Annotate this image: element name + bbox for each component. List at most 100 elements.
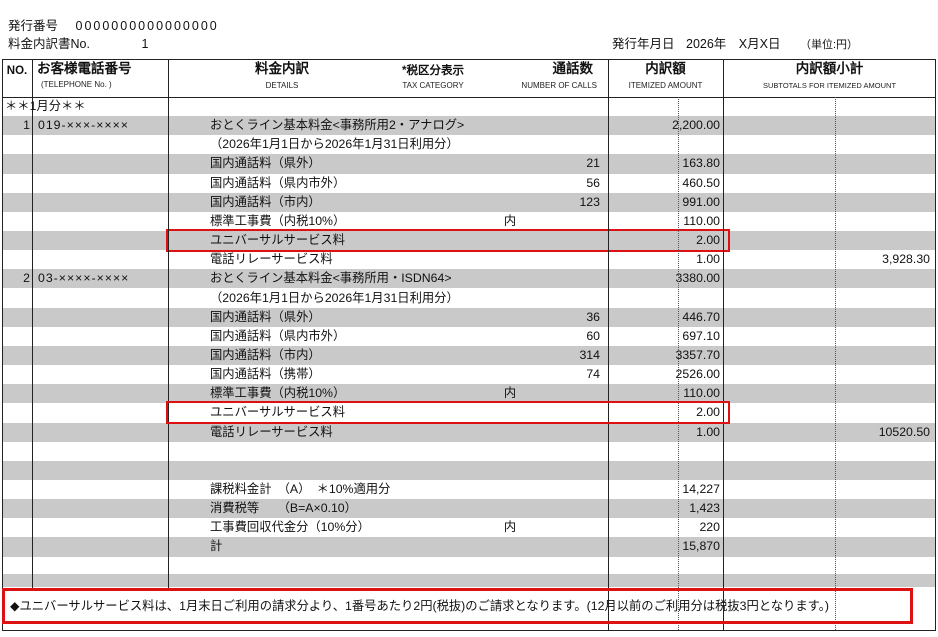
cell-amount: 14,227 (682, 482, 720, 496)
cell-label: ＊＊1月分＊＊ (5, 99, 86, 113)
cell-amount: 697.10 (682, 328, 720, 343)
cell-label: 国内通話料（県外） (210, 309, 321, 324)
table-row: ＊＊1月分＊＊ (2, 97, 936, 116)
cell-label: 計 (210, 539, 223, 554)
table-row: ユニバーサルサービス料 2.00 (2, 229, 936, 253)
cell-label: 国内通話料（県内市外） (210, 328, 346, 343)
cell-amount: 1,423 (689, 501, 720, 516)
header-no: NO. (6, 65, 28, 77)
table-row: （2026年1月1日から2026年1月31日利用分） (2, 289, 936, 308)
table-row: 電話リレーサービス料 1.00 3,928.30 (2, 250, 936, 269)
table-row: 国内通話料（携帯） 74 2526.00 (2, 365, 936, 384)
table-top-border (2, 59, 936, 60)
cell-amount: 3380.00 (675, 271, 720, 286)
dotted-divider-subtotal (835, 97, 836, 630)
cell-amount: 991.00 (682, 194, 720, 209)
cell-label: 工事費回収代金分（10%分） (210, 520, 370, 535)
table-row: 国内通話料（県外） 36 446.70 (2, 307, 936, 327)
cell-calls: 74 (586, 367, 600, 382)
issue-number-line: 発行番号 0000000000000000 (8, 19, 219, 34)
cell-tax: 内 (503, 386, 517, 401)
cell-amount: 1.00 (696, 252, 720, 267)
cell-amount: 15,870 (682, 539, 720, 554)
cell-label: おとくライン基本料金<事務所用2・アナログ> (210, 118, 465, 133)
cell-label: 国内通話料（県外） (210, 156, 321, 171)
header-amount-jp: 内訳額 (645, 61, 686, 76)
header-calls-en: NUMBER OF CALLS (521, 81, 597, 90)
table-row: 2 03-××××-×××× おとくライン基本料金<事務所用・ISDN64> 3380… (2, 269, 936, 289)
universal-service-footnote-box: ◆ユニバーサルサービス料は、1月末日ご利用の請求分より、1番号あたり2円(税抜)… (2, 588, 913, 624)
issue-date-value: 2026年 X月X日 (686, 37, 781, 51)
cell-amount: 220 (699, 520, 720, 535)
header-phone-en: (TELEPHONE No. ) (41, 80, 112, 89)
header-details-en: DETAILS (265, 81, 299, 90)
cell-label: 電話リレーサービス料 (210, 424, 333, 439)
unit-label: （単位:円） (799, 39, 859, 51)
cell-label: （2026年1月1日から2026年1月31日利用分） (210, 290, 459, 305)
column-divider-phone (168, 59, 169, 588)
cell-label: 消費税等 （B=A×0.10） (210, 501, 357, 516)
table-row: 電話リレーサービス料 1.00 10520.50 (2, 422, 936, 442)
table-bottom-border (2, 630, 936, 631)
table-row: 1 019-×××-×××× おとくライン基本料金<事務所用2・アナログ> 2,200… (2, 116, 936, 136)
cell-phone: 03-××××-×××× (38, 271, 130, 286)
table-row: 国内通話料（市内） 123 991.00 (2, 192, 936, 212)
cell-label: 電話リレーサービス料 (210, 252, 333, 267)
table-row: 国内通話料（県内市外） 56 460.50 (2, 174, 936, 193)
cell-label: 国内通話料（市内） (210, 194, 321, 209)
issue-date-line: 発行年月日 2026年 X月X日 （単位:円） (612, 37, 858, 53)
header-bottom-border (2, 97, 936, 98)
cell-label: 国内通話料（市内） (210, 347, 321, 362)
cell-phone: 019-×××-×××× (38, 118, 129, 133)
cell-label: ユニバーサルサービス料 (210, 405, 346, 420)
issue-number-value: 0000000000000000 (75, 19, 219, 33)
cell-label: （2026年1月1日から2026年1月31日利用分） (210, 137, 459, 152)
dotted-divider-amount (678, 97, 679, 630)
table-row: 標準工事費（内税10%） 内 110.00 (2, 212, 936, 231)
table-left-border (2, 59, 3, 630)
column-divider-calls (608, 59, 609, 630)
table-row (2, 460, 936, 480)
column-divider-amount (723, 59, 724, 630)
cell-subtotal: 3,928.30 (882, 252, 930, 267)
cell-calls: 60 (586, 328, 600, 343)
highlight-red-box (166, 229, 730, 253)
header-phone-jp: お客様電話番号 (37, 61, 132, 76)
universal-service-footnote-text: ◆ユニバーサルサービス料は、1月末日ご利用の請求分より、1番号あたり2円(税抜)… (10, 599, 829, 613)
highlight-red-box (166, 401, 730, 425)
cell-label: 国内通話料（携帯） (210, 367, 321, 382)
cell-calls: 36 (586, 309, 600, 324)
cell-tax: 内 (503, 213, 517, 228)
cell-amount: 446.70 (682, 309, 720, 324)
header-details-jp: 料金内訳 (255, 61, 309, 76)
header-tax-en: TAX CATEGORY (402, 81, 464, 90)
cell-amount: 110.00 (683, 213, 720, 228)
cell-amount: 460.50 (682, 175, 720, 190)
cell-calls: 123 (579, 194, 600, 209)
cell-amount: 110.00 (683, 386, 720, 401)
cell-amount: 163.80 (682, 156, 720, 171)
table-row: 標準工事費（内税10%） 内 110.00 (2, 384, 936, 404)
cell-calls: 56 (586, 175, 600, 190)
breakdown-no-line: 料金内訳書No. 1 (8, 37, 148, 52)
header-subtotal-en: SUBTOTALS FOR ITEMIZED AMOUNT (762, 81, 897, 90)
cell-label: 課税料金計 （A） ＊10%適用分 (210, 482, 391, 496)
cell-subtotal: 10520.50 (878, 424, 930, 439)
issue-date-label: 発行年月日 (612, 37, 675, 51)
table-row: 国内通話料（県内市外） 60 697.10 (2, 327, 936, 346)
table-right-border (935, 59, 936, 630)
cell-amount: 1.00 (696, 424, 720, 439)
column-divider-no (32, 59, 33, 588)
table-row: 国内通話料（市内） 314 3357.70 (2, 345, 936, 366)
table-row (2, 442, 936, 461)
cell-amount: 2,200.00 (672, 118, 720, 133)
cell-amount: 2.00 (696, 405, 720, 420)
cell-amount: 3357.70 (675, 347, 720, 362)
header-tax-jp: *税区分表示 (402, 65, 464, 77)
issue-number-label: 発行番号 (8, 19, 59, 33)
breakdown-no-label: 料金内訳書No. (8, 37, 90, 51)
cell-label: 国内通話料（県内市外） (210, 175, 346, 190)
cell-calls: 21 (586, 156, 600, 171)
cell-amount: 2.00 (696, 233, 720, 248)
